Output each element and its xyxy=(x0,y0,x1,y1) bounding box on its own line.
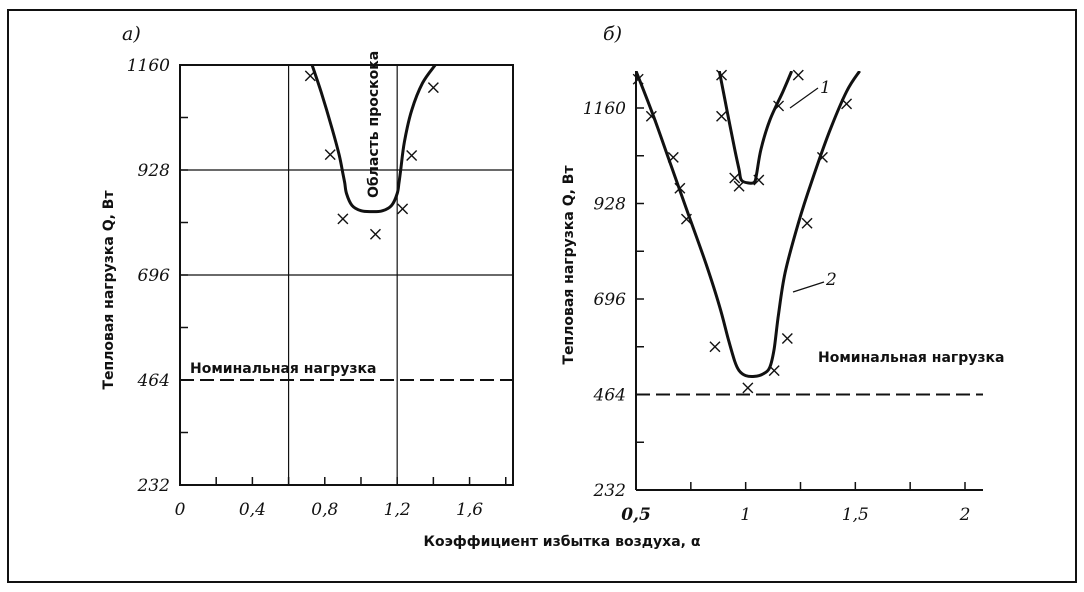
panel-b-series-label-2: 2 xyxy=(825,270,837,290)
panel-b-data-point xyxy=(709,341,721,353)
panel-b-data-point xyxy=(753,174,765,186)
panel-b-y-tick-label: 696 xyxy=(594,290,627,310)
panel-b-data-point xyxy=(773,100,785,112)
panel-b-data-point xyxy=(716,69,728,81)
panel-b-x-tick-label: 1 xyxy=(740,505,751,525)
panel-b-data-point xyxy=(680,213,692,225)
panel-a-data-point xyxy=(324,149,336,161)
panel-b-x-tick-label: 0,5 xyxy=(621,505,651,525)
panel-b-y-axis-title: Тепловая нагрузка Q, Вт xyxy=(561,165,577,365)
panel-b-data-point xyxy=(632,73,644,85)
panel-b-series-line-0 xyxy=(717,70,794,185)
panel-a-series-line-0 xyxy=(310,65,437,214)
panel-a-x-tick-label: 0 xyxy=(175,500,186,520)
panel-a-y-tick-label: 1160 xyxy=(127,56,170,76)
panel-b-data-point xyxy=(667,151,679,163)
panel-b-series-line-1 xyxy=(636,70,861,379)
panel-b-series-label-1: 1 xyxy=(820,78,831,98)
panel-b-data-point xyxy=(841,98,853,110)
panel-b-label: б) xyxy=(603,23,622,45)
panel-a-y-tick-label: 696 xyxy=(138,266,171,286)
panel-b: б) Тепловая нагрузка Q, Вт Номинальная н… xyxy=(561,23,1004,525)
panel-a-data-point xyxy=(369,228,381,240)
figure-frame xyxy=(7,9,1077,583)
panel-a: а) Тепловая нагрузка Q, Вт Область проск… xyxy=(101,23,514,520)
panel-a-label: а) xyxy=(122,23,141,45)
panel-b-reference-label: Номинальная нагрузка xyxy=(818,350,1004,366)
panel-b-data-point xyxy=(801,217,813,229)
panel-b-series-leader-1 xyxy=(789,87,819,109)
panel-b-data-point xyxy=(645,110,657,122)
panel-a-curve-label: Область проскока xyxy=(366,51,382,198)
panel-a-y-tick-label: 464 xyxy=(137,371,170,391)
panel-b-data-point xyxy=(733,180,745,192)
panel-a-x-tick-label: 1,2 xyxy=(384,500,411,520)
panel-b-y-tick-label: 232 xyxy=(593,481,626,501)
panel-a-y-axis-title: Тепловая нагрузка Q, Вт xyxy=(101,190,117,390)
panel-a-data-point xyxy=(406,150,418,162)
panel-b-data-point xyxy=(729,172,741,184)
panel-a-y-tick-label: 928 xyxy=(138,161,171,181)
panel-a-x-tick-label: 1,6 xyxy=(456,500,483,520)
panel-b-data-point xyxy=(781,333,793,345)
panel-b-x-tick-label: 1,5 xyxy=(842,505,869,525)
panel-a-data-point xyxy=(304,70,316,82)
panel-b-data-point xyxy=(742,382,754,394)
panel-b-data-point xyxy=(768,365,780,377)
panel-a-data-point xyxy=(337,213,349,225)
panel-b-series-leader-2 xyxy=(792,281,825,293)
panel-a-data-point xyxy=(397,203,409,215)
panel-a-data-point xyxy=(427,82,439,94)
panel-b-y-tick-label: 928 xyxy=(594,195,627,215)
panel-b-y-tick-label: 1160 xyxy=(583,99,626,119)
panel-b-data-point xyxy=(792,69,804,81)
panel-a-y-tick-label: 232 xyxy=(137,476,170,496)
panel-a-reference-label: Номинальная нагрузка xyxy=(190,361,376,377)
panel-a-x-tick-label: 0,4 xyxy=(239,500,266,520)
panel-b-data-point xyxy=(816,151,828,163)
panel-b-data-point xyxy=(716,110,728,122)
panel-b-data-point xyxy=(674,182,686,194)
panel-b-y-tick-label: 464 xyxy=(593,386,626,406)
panel-b-x-tick-label: 2 xyxy=(959,505,971,525)
x-axis-title: Коэффициент избытка воздуха, α xyxy=(424,534,701,550)
panel-a-x-tick-label: 0,8 xyxy=(311,500,338,520)
